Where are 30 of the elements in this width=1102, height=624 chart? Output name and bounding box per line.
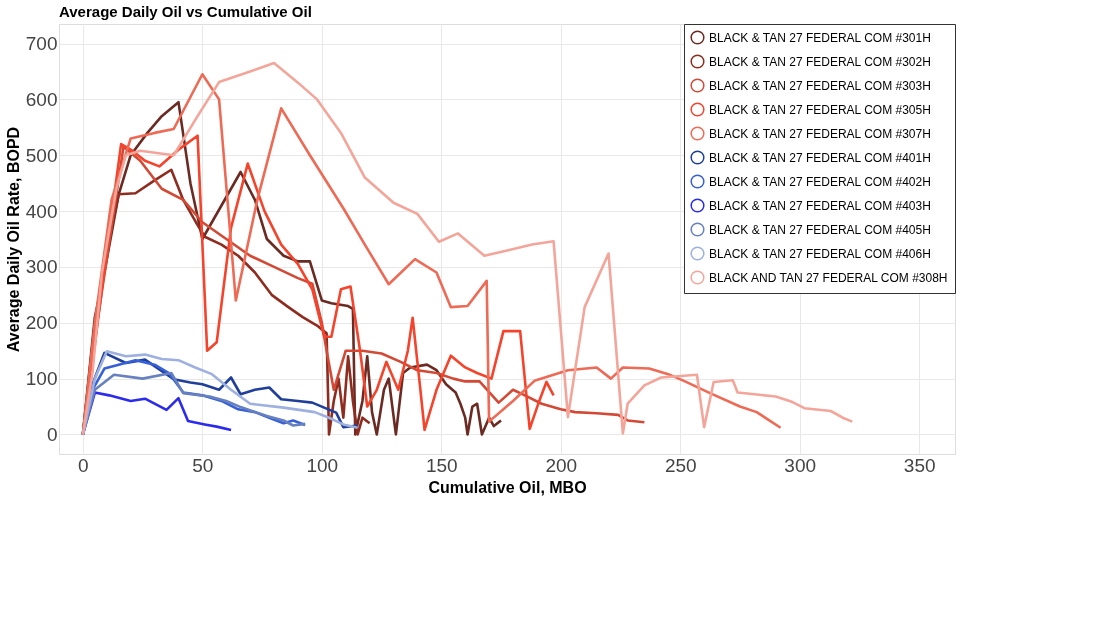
legend-label: BLACK & TAN 27 FEDERAL COM #406H [709,246,931,261]
x-tick-label: 50 [192,454,214,476]
y-tick-label: 400 [25,200,58,222]
x-tick-label: 100 [306,454,339,476]
legend-label: BLACK AND TAN 27 FEDERAL COM #308H [709,270,948,285]
legend-label: BLACK & TAN 27 FEDERAL COM #301H [709,30,931,45]
legend-label: BLACK & TAN 27 FEDERAL COM #303H [709,78,931,93]
y-axis-title: Average Daily Oil Rate, BOPD [4,126,22,353]
y-tick-label: 600 [25,88,58,110]
x-tick-label: 350 [903,454,936,476]
x-tick-label: 300 [784,454,817,476]
legend-label: BLACK & TAN 27 FEDERAL COM #403H [709,198,931,213]
y-tick-label: 500 [25,144,58,166]
x-tick-label: 250 [664,454,697,476]
y-tick-label: 300 [25,256,58,278]
x-tick-label: 0 [78,454,89,476]
legend-label: BLACK & TAN 27 FEDERAL COM #307H [709,126,931,141]
x-tick-label: 150 [425,454,458,476]
y-tick-label: 700 [25,33,58,55]
y-tick-label: 100 [25,368,58,390]
chart-title: Average Daily Oil vs Cumulative Oil [59,3,312,20]
legend-label: BLACK & TAN 27 FEDERAL COM #401H [709,150,931,165]
y-tick-label: 0 [46,423,58,445]
legend-label: BLACK & TAN 27 FEDERAL COM #302H [709,54,931,69]
legend-label: BLACK & TAN 27 FEDERAL COM #305H [709,102,931,117]
x-tick-label: 200 [545,454,578,476]
x-axis-title: Cumulative Oil, MBO [428,478,587,496]
legend-label: BLACK & TAN 27 FEDERAL COM #402H [709,174,931,189]
legend-label: BLACK & TAN 27 FEDERAL COM #405H [709,222,931,237]
y-tick-label: 200 [25,312,58,334]
